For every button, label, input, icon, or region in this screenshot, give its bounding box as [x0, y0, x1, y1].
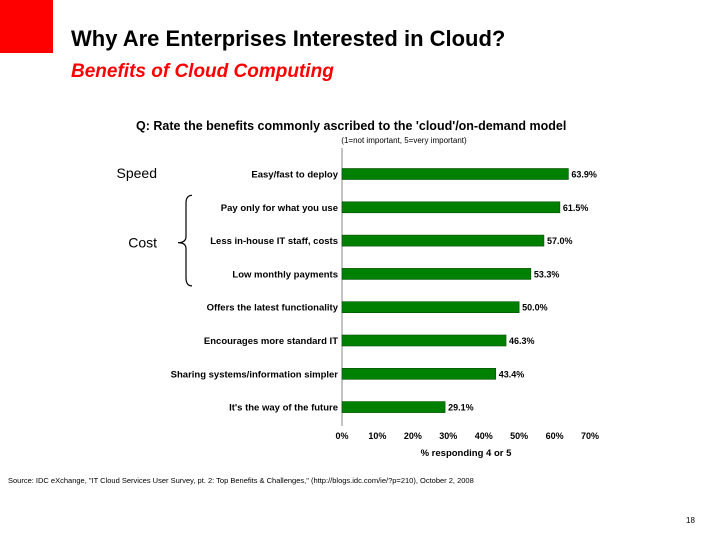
source-citation: Source: IDC eXchange, "IT Cloud Services… — [8, 476, 474, 485]
x-tick-label: 10% — [368, 431, 386, 441]
x-tick-label: 60% — [546, 431, 564, 441]
brace-icon — [177, 194, 193, 287]
bar — [341, 401, 446, 413]
chart-subtitle: (1=not important, 5=very important) — [341, 136, 467, 145]
value-label: 57.0% — [547, 236, 573, 246]
value-label: 50.0% — [522, 303, 548, 313]
x-tick-label: 20% — [404, 431, 422, 441]
x-tick-label: 30% — [439, 431, 457, 441]
slide-subtitle: Benefits of Cloud Computing — [71, 61, 334, 82]
value-label: 61.5% — [563, 203, 589, 213]
chart-title: Q: Rate the benefits commonly ascribed t… — [136, 119, 566, 133]
annotation-label: Speed — [117, 165, 157, 181]
bar — [341, 301, 520, 313]
bar — [341, 234, 545, 247]
x-tick-label: 0% — [335, 431, 348, 441]
slide-title: Why Are Enterprises Interested in Cloud? — [71, 26, 506, 51]
bar — [341, 268, 532, 280]
value-label: 46.3% — [509, 336, 535, 346]
category-label: Low monthly payments — [232, 269, 338, 280]
category-label: Sharing systems/information simpler — [171, 369, 339, 380]
x-axis-label: % responding 4 or 5 — [421, 448, 513, 459]
category-label: Offers the latest functionality — [207, 303, 339, 314]
bar — [341, 168, 569, 180]
value-label: 53.3% — [534, 269, 560, 279]
benefits-chart: Q: Rate the benefits commonly ascribed t… — [100, 108, 640, 463]
red-brand-square — [0, 0, 53, 53]
x-tick-label: 40% — [475, 431, 493, 441]
benefits-bar-chart-svg: Q: Rate the benefits commonly ascribed t… — [117, 119, 599, 459]
value-label: 29.1% — [448, 403, 474, 413]
bar — [341, 334, 507, 347]
category-label: Less in-house IT staff, costs — [210, 236, 338, 247]
category-label: Encourages more standard IT — [204, 336, 338, 347]
x-tick-label: 50% — [510, 431, 528, 441]
annotation-label: Cost — [128, 235, 157, 251]
value-label: 43.4% — [499, 369, 525, 379]
category-label: Easy/fast to deploy — [251, 170, 338, 181]
page-number: 18 — [686, 516, 695, 525]
x-tick-label: 70% — [581, 431, 599, 441]
category-label: It's the way of the future — [229, 403, 338, 414]
category-label: Pay only for what you use — [221, 203, 338, 214]
bar — [341, 201, 561, 214]
value-label: 63.9% — [571, 170, 597, 180]
bar — [341, 367, 497, 380]
